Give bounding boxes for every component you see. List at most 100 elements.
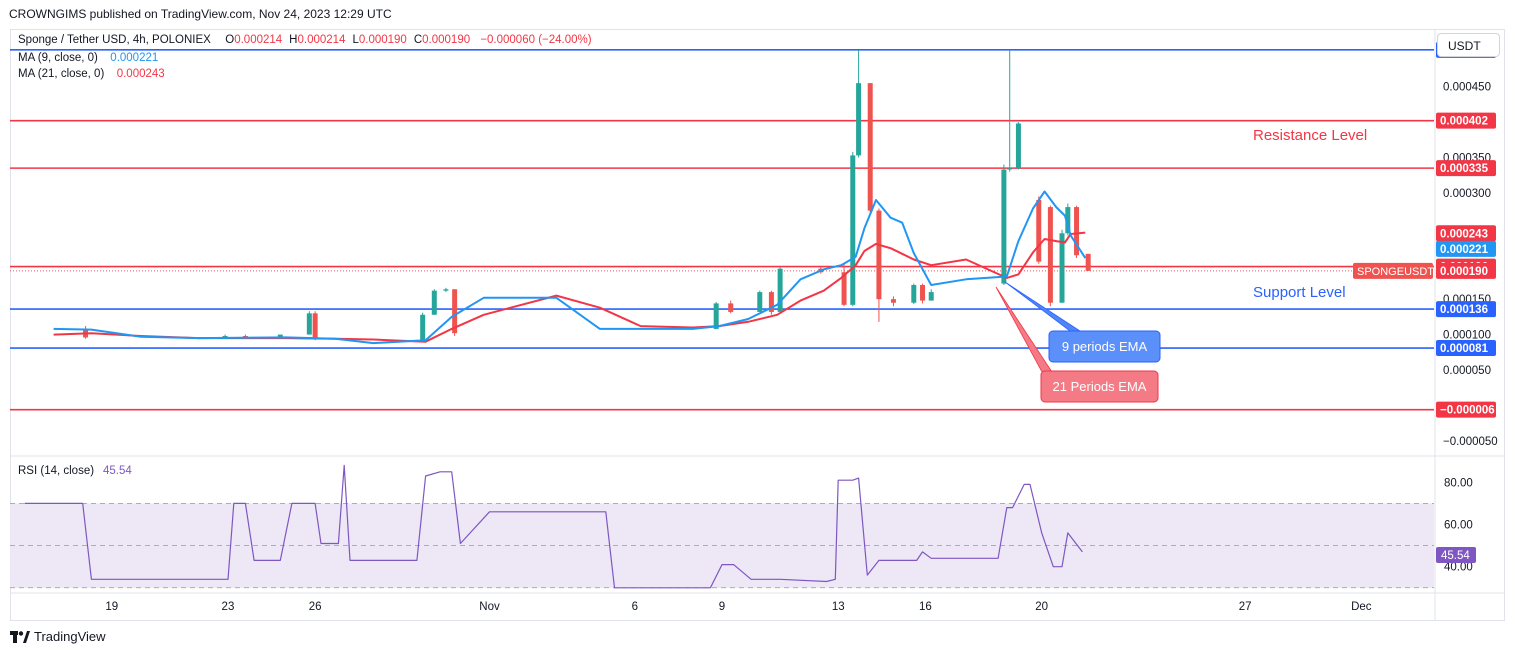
- price-badge-text: 0.000190: [1440, 266, 1488, 278]
- candle-up[interactable]: [431, 289, 437, 315]
- level-badge-text: 0.000136: [1440, 304, 1488, 316]
- candle-body: [728, 303, 734, 312]
- rsi-axis-tick: 40.00: [1444, 562, 1473, 574]
- tradingview-brand[interactable]: TradingView: [10, 629, 106, 644]
- symbol-name: Sponge / Tether USD, 4h, POLONIEX: [18, 34, 211, 46]
- ohlc-values: O0.000214 H0.000214 L0.000190 C0.000190: [225, 34, 477, 46]
- ma9-line[interactable]: [53, 190, 1087, 345]
- candle-down[interactable]: [1085, 253, 1091, 271]
- candle-down[interactable]: [920, 283, 926, 304]
- candle-down[interactable]: [1047, 205, 1053, 307]
- candle-up[interactable]: [443, 287, 449, 293]
- candle-body: [1085, 253, 1091, 271]
- ma21-line[interactable]: [53, 231, 1086, 343]
- ema21-callout-pointer: [995, 286, 1053, 373]
- ohlc-key-l: L: [352, 34, 359, 46]
- candle-body: [242, 336, 248, 338]
- candle-up[interactable]: [1015, 122, 1021, 170]
- candle-down[interactable]: [1036, 196, 1042, 264]
- symbol-badge-bg: [1353, 262, 1433, 279]
- ohlc-value-l: 0.000190: [358, 34, 407, 46]
- rsi-line[interactable]: [24, 464, 1083, 589]
- candle-up[interactable]: [928, 289, 934, 301]
- currency-button[interactable]: USDT: [1437, 33, 1500, 57]
- time-axis-tick: 20: [1035, 601, 1048, 613]
- candle-down[interactable]: [1074, 205, 1080, 259]
- candle-down[interactable]: [890, 296, 896, 307]
- level-badge-bg: [1436, 340, 1496, 357]
- candle-body: [920, 285, 926, 301]
- rsi-axis-tick: 60.00: [1444, 520, 1473, 532]
- ma9-legend: MA (9, close, 0) 0.000221: [18, 52, 158, 64]
- rsi-value-badge: [1436, 547, 1476, 564]
- candle-up[interactable]: [1059, 229, 1065, 303]
- candle-up[interactable]: [757, 290, 763, 312]
- candle-up[interactable]: [306, 311, 312, 335]
- price-badge-text: 0.000243: [1440, 228, 1488, 240]
- candle-down[interactable]: [768, 290, 774, 315]
- time-axis-tick: 9: [719, 601, 725, 613]
- time-axis-tick: 27: [1239, 601, 1252, 613]
- level-badge: 0.000136: [1436, 301, 1496, 318]
- price-axis-tick: 0.000300: [1443, 188, 1491, 200]
- candle-up[interactable]: [911, 283, 917, 305]
- candle-down[interactable]: [841, 263, 847, 307]
- price-badge-bg: [1436, 225, 1496, 242]
- level-badge: 0.000402: [1436, 112, 1496, 129]
- candle-up[interactable]: [1001, 164, 1007, 285]
- rsi-legend-value: 45.54: [103, 465, 132, 477]
- chart-frame: [10, 29, 1505, 621]
- level-badge-text: 0.000335: [1440, 163, 1489, 175]
- candle-body: [928, 292, 934, 301]
- ma9-label: MA (9, close, 0): [18, 52, 98, 64]
- price-axis-tick: 0.000050: [1443, 365, 1491, 377]
- ema21-callout-label: 21 Periods EMA: [1053, 379, 1147, 394]
- candle-up[interactable]: [850, 151, 856, 307]
- price-badge-bg: [1436, 262, 1496, 279]
- time-axis-tick: 16: [919, 601, 932, 613]
- candle-down[interactable]: [312, 311, 318, 341]
- candle-body: [312, 313, 318, 339]
- ma21-label: MA (21, close, 0): [18, 68, 105, 80]
- candle-down[interactable]: [728, 300, 734, 314]
- candle-body: [1015, 123, 1021, 169]
- candle-body: [1074, 207, 1080, 256]
- candle-up[interactable]: [1065, 203, 1071, 236]
- symbol-badge: SPONGEUSDT: [1353, 262, 1434, 279]
- candle-body: [1059, 233, 1065, 303]
- time-axis-tick: Nov: [479, 601, 500, 613]
- candle-body: [1036, 200, 1042, 262]
- price-badge: 0.000221: [1436, 240, 1496, 257]
- level-badge-bg: [1436, 112, 1496, 129]
- time-axis-tick: 6: [632, 601, 638, 613]
- candle-up[interactable]: [1007, 49, 1013, 172]
- candle-body: [1047, 207, 1053, 303]
- price-axis-tick: −0.000050: [1443, 436, 1498, 448]
- candle-body: [1001, 169, 1007, 284]
- time-axis-tick: 26: [309, 601, 322, 613]
- candle-up[interactable]: [856, 49, 862, 158]
- candle-up[interactable]: [713, 302, 719, 329]
- publisher-line: CROWNGIMS published on TradingView.com, …: [9, 7, 392, 21]
- ohlc-value-c: 0.000190: [422, 34, 471, 46]
- ma21-legend: MA (21, close, 0) 0.000243: [18, 68, 165, 80]
- candle-body: [452, 289, 458, 334]
- level-badge: 0.000081: [1436, 340, 1496, 357]
- level-badge-bg: [1436, 301, 1496, 318]
- time-axis-tick: 23: [222, 601, 235, 613]
- candle-body: [757, 292, 763, 312]
- level-badge-text: −0.000006: [1440, 405, 1495, 417]
- candle-up[interactable]: [420, 312, 426, 341]
- tradingview-brand-label: TradingView: [34, 629, 106, 644]
- candle-body: [768, 292, 774, 312]
- rsi-axis-tick: 80.00: [1444, 477, 1473, 489]
- tradingview-logo-icon: [10, 630, 30, 643]
- candle-body: [856, 83, 862, 156]
- candle-down[interactable]: [867, 83, 873, 215]
- candle-body: [1007, 168, 1013, 170]
- ema9-callout-label: 9 periods EMA: [1062, 339, 1148, 354]
- candle-down[interactable]: [876, 208, 882, 322]
- candle-up[interactable]: [777, 267, 783, 312]
- price-badge-bg: [1436, 240, 1496, 257]
